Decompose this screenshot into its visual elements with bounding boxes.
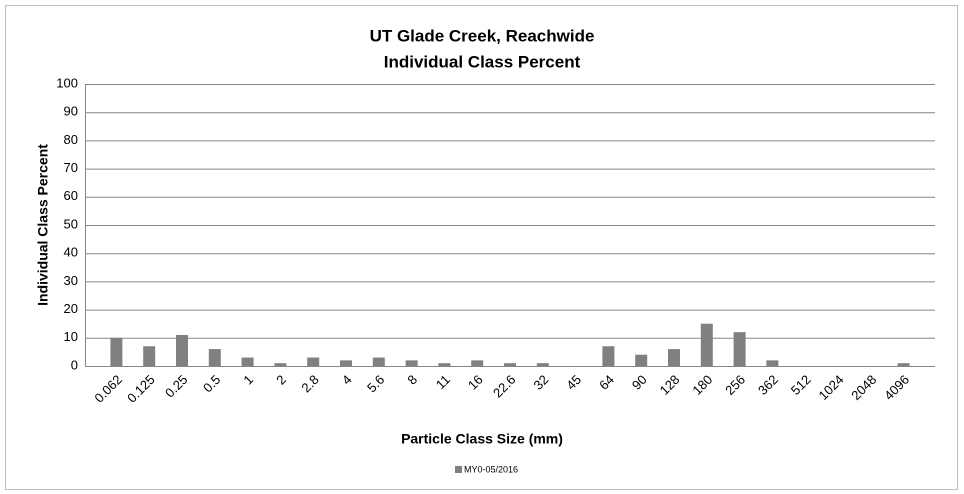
bar xyxy=(668,349,680,366)
bar xyxy=(536,363,549,366)
bar xyxy=(143,346,156,366)
bar xyxy=(241,357,254,366)
y-tick-label: 20 xyxy=(64,301,78,316)
y-tick-label: 60 xyxy=(64,188,78,203)
y-tick-label: 0 xyxy=(71,357,78,372)
y-tick-label: 90 xyxy=(64,104,78,119)
bar xyxy=(274,363,287,366)
bar xyxy=(405,360,418,366)
bar xyxy=(438,363,451,366)
bar xyxy=(635,354,648,366)
y-tick-label: 80 xyxy=(64,132,78,147)
y-tick-label: 50 xyxy=(64,216,78,231)
bar xyxy=(110,337,123,366)
chart-border xyxy=(5,5,958,490)
bar xyxy=(766,360,779,366)
y-tick-label: 10 xyxy=(64,329,78,344)
y-tick-label: 70 xyxy=(64,160,78,175)
bar xyxy=(340,360,352,366)
legend-label: MY0-05/2016 xyxy=(464,464,518,474)
y-tick-label: 40 xyxy=(64,245,78,260)
chart-subtitle: Individual Class Percent xyxy=(384,52,581,71)
bar xyxy=(471,360,484,366)
y-axis-label: Individual Class Percent xyxy=(35,144,51,306)
bar xyxy=(504,363,516,366)
bar xyxy=(307,357,320,366)
x-axis-label: Particle Class Size (mm) xyxy=(401,431,563,447)
bar xyxy=(897,363,910,366)
bar xyxy=(372,357,385,366)
legend-swatch xyxy=(455,466,462,473)
y-tick-label: 100 xyxy=(56,75,78,90)
y-tick-label: 30 xyxy=(64,273,78,288)
bar xyxy=(602,346,615,366)
bar xyxy=(733,332,746,366)
bar xyxy=(208,349,221,366)
bar xyxy=(176,334,188,366)
bar xyxy=(700,323,713,366)
chart-title: UT Glade Creek, Reachwide xyxy=(370,26,595,45)
